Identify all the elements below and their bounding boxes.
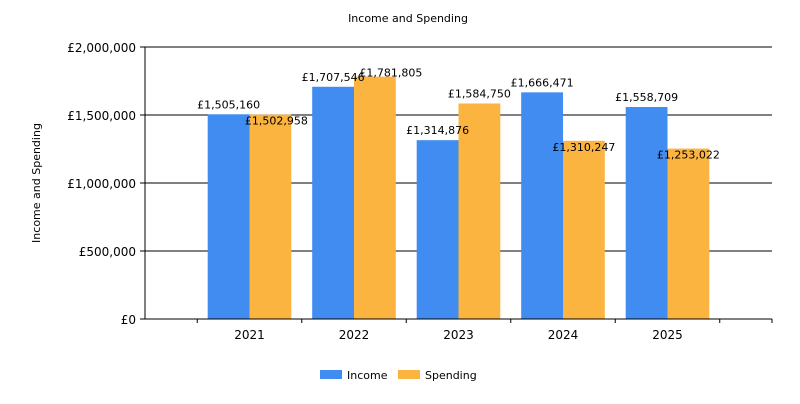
bar-spending bbox=[354, 76, 396, 319]
bar-income bbox=[312, 86, 354, 319]
bar-income bbox=[416, 140, 459, 319]
legend-swatch-spending bbox=[398, 370, 420, 379]
y-tick-label: £500,000 bbox=[79, 245, 136, 259]
legend: Income Spending bbox=[320, 369, 477, 382]
bar-income bbox=[521, 92, 563, 319]
legend-label-income: Income bbox=[347, 369, 388, 382]
bar-income bbox=[207, 114, 250, 319]
y-tick-label: £0 bbox=[121, 313, 136, 327]
data-label: £1,707,546 bbox=[302, 71, 365, 84]
y-tick-label: £1,500,000 bbox=[67, 109, 136, 123]
axes: £0 £500,000 £1,000,000 £1,500,000 £2,000,000… bbox=[67, 41, 773, 342]
data-label: £1,310,247 bbox=[552, 141, 615, 154]
legend-swatch-income bbox=[320, 370, 342, 379]
data-label: £1,314,876 bbox=[406, 124, 469, 137]
x-tick-label: 2023 bbox=[443, 328, 474, 342]
y-axis-label: Income and Spending bbox=[30, 123, 43, 243]
y-tick-label: £2,000,000 bbox=[67, 41, 136, 55]
data-label: £1,781,805 bbox=[359, 67, 422, 80]
legend-label-spending: Spending bbox=[425, 369, 477, 382]
data-label: £1,584,750 bbox=[448, 87, 511, 100]
data-label: £1,502,958 bbox=[245, 115, 308, 128]
x-tick-label: 2024 bbox=[548, 328, 579, 342]
bar-spending bbox=[563, 140, 605, 319]
chart-title: Income and Spending bbox=[348, 12, 468, 25]
bar-income bbox=[625, 107, 668, 319]
bar-spending bbox=[667, 148, 710, 319]
data-label: £1,505,160 bbox=[197, 98, 260, 111]
data-labels: £1,505,160 £1,502,958 £1,707,546£1,781,805… bbox=[197, 67, 720, 162]
data-label: £1,666,471 bbox=[511, 76, 574, 89]
bars bbox=[207, 76, 710, 319]
y-tick-label: £1,000,000 bbox=[67, 177, 136, 191]
bar-spending bbox=[458, 103, 501, 319]
data-label: £1,558,709 bbox=[615, 91, 678, 104]
x-tick-label: 2022 bbox=[339, 328, 370, 342]
bar-spending bbox=[249, 114, 292, 319]
x-tick-label: 2021 bbox=[234, 328, 265, 342]
data-label: £1,253,022 bbox=[657, 149, 720, 162]
x-tick-label: 2025 bbox=[652, 328, 683, 342]
